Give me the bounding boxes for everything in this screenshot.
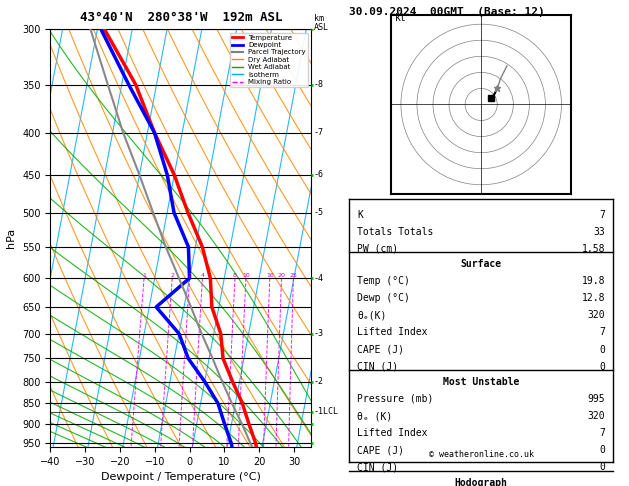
Text: 1: 1 xyxy=(142,273,146,278)
Text: -7: -7 xyxy=(314,128,324,137)
Text: 2: 2 xyxy=(170,273,174,278)
Text: Lifted Index: Lifted Index xyxy=(357,328,428,337)
Text: kt: kt xyxy=(394,13,406,23)
Text: Lifted Index: Lifted Index xyxy=(357,428,428,438)
Text: Surface: Surface xyxy=(460,259,502,269)
Text: 7: 7 xyxy=(599,328,605,337)
Text: -8: -8 xyxy=(314,80,324,89)
Text: 25: 25 xyxy=(289,273,298,278)
Text: km: km xyxy=(314,14,324,23)
Text: 0: 0 xyxy=(599,462,605,472)
Text: -1LCL: -1LCL xyxy=(314,407,339,416)
Text: CAPE (J): CAPE (J) xyxy=(357,445,404,455)
Text: 12.8: 12.8 xyxy=(582,294,605,303)
Text: 8: 8 xyxy=(233,273,237,278)
Text: -4: -4 xyxy=(314,274,324,283)
Text: 995: 995 xyxy=(587,394,605,404)
Text: 0: 0 xyxy=(599,345,605,354)
Text: PW (cm): PW (cm) xyxy=(357,244,398,254)
Text: 33: 33 xyxy=(594,227,605,237)
Title: 43°40'N  280°38'W  192m ASL: 43°40'N 280°38'W 192m ASL xyxy=(80,11,282,24)
Text: © weatheronline.co.uk: © weatheronline.co.uk xyxy=(429,450,533,459)
Text: 3: 3 xyxy=(187,273,192,278)
Text: 10: 10 xyxy=(242,273,250,278)
Text: -5: -5 xyxy=(314,208,324,217)
Text: 30.09.2024  00GMT  (Base: 12): 30.09.2024 00GMT (Base: 12) xyxy=(349,7,545,17)
Text: Hodograph: Hodograph xyxy=(455,478,508,486)
Text: -6: -6 xyxy=(314,171,324,179)
Text: θₑ(K): θₑ(K) xyxy=(357,311,386,320)
Text: CIN (J): CIN (J) xyxy=(357,462,398,472)
Text: 320: 320 xyxy=(587,411,605,421)
Text: -2: -2 xyxy=(314,377,324,386)
Text: CAPE (J): CAPE (J) xyxy=(357,345,404,354)
X-axis label: Dewpoint / Temperature (°C): Dewpoint / Temperature (°C) xyxy=(101,472,261,483)
Text: 16: 16 xyxy=(266,273,274,278)
Text: 7: 7 xyxy=(599,428,605,438)
Text: Temp (°C): Temp (°C) xyxy=(357,276,410,286)
Text: 7: 7 xyxy=(599,210,605,220)
Legend: Temperature, Dewpoint, Parcel Trajectory, Dry Adiabat, Wet Adiabat, Isotherm, Mi: Temperature, Dewpoint, Parcel Trajectory… xyxy=(230,33,308,87)
Text: 320: 320 xyxy=(587,311,605,320)
Text: Most Unstable: Most Unstable xyxy=(443,377,520,387)
Text: Pressure (mb): Pressure (mb) xyxy=(357,394,433,404)
Text: Totals Totals: Totals Totals xyxy=(357,227,433,237)
Text: ASL: ASL xyxy=(314,22,329,32)
Text: 4: 4 xyxy=(201,273,204,278)
Text: 0: 0 xyxy=(599,445,605,455)
Text: -3: -3 xyxy=(314,329,324,338)
Text: CIN (J): CIN (J) xyxy=(357,362,398,372)
Text: 20: 20 xyxy=(277,273,286,278)
Text: K: K xyxy=(357,210,363,220)
Y-axis label: hPa: hPa xyxy=(6,228,16,248)
Text: 0: 0 xyxy=(599,362,605,372)
Text: 19.8: 19.8 xyxy=(582,276,605,286)
Text: θₑ (K): θₑ (K) xyxy=(357,411,392,421)
Text: 1.58: 1.58 xyxy=(582,244,605,254)
Text: Dewp (°C): Dewp (°C) xyxy=(357,294,410,303)
